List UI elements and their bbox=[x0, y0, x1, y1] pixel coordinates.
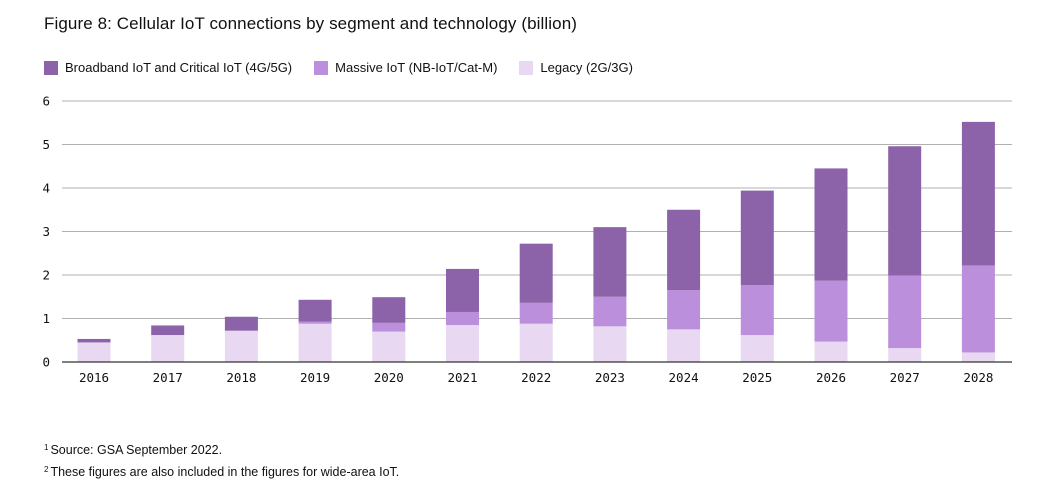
y-tick-label-6: 6 bbox=[42, 94, 50, 109]
bar-legacy-2022 bbox=[519, 323, 553, 362]
y-tick-label-5: 5 bbox=[42, 137, 50, 152]
bar-broadband-2022 bbox=[519, 243, 553, 303]
bar-massive-2024 bbox=[667, 290, 701, 330]
bar-legacy-2018 bbox=[224, 330, 258, 362]
x-tick-label-2020: 2020 bbox=[374, 370, 404, 385]
x-tick-label-2021: 2021 bbox=[447, 370, 477, 385]
bar-legacy-2021 bbox=[446, 325, 479, 362]
bar-legacy-2025 bbox=[740, 335, 774, 362]
bar-legacy-2017 bbox=[151, 335, 185, 362]
legend-swatch-broadband bbox=[44, 60, 58, 75]
footnote-text-1: Source: GSA September 2022. bbox=[50, 443, 223, 457]
x-tick-label-2019: 2019 bbox=[300, 370, 330, 385]
x-tick-label-2023: 2023 bbox=[595, 370, 625, 385]
bar-broadband-2028 bbox=[961, 121, 995, 266]
bar-legacy-2023 bbox=[593, 326, 627, 362]
bar-broadband-2025 bbox=[740, 190, 774, 286]
footnote-text-2: These figures are also included in the f… bbox=[50, 465, 400, 479]
x-tick-label-2016: 2016 bbox=[79, 370, 109, 385]
bar-broadband-2020 bbox=[372, 297, 406, 323]
bar-broadband-2018 bbox=[224, 316, 258, 331]
bar-legacy-2028 bbox=[961, 352, 995, 362]
chart-title: Figure 8: Cellular IoT connections by se… bbox=[44, 14, 578, 33]
bar-massive-2025 bbox=[740, 285, 774, 336]
bar-legacy-2020 bbox=[372, 331, 406, 362]
legend-label-legacy: Legacy (2G/3G) bbox=[540, 60, 633, 75]
bar-massive-2021 bbox=[446, 311, 479, 326]
bar-massive-2020 bbox=[372, 322, 406, 332]
y-tick-label-0: 0 bbox=[42, 355, 50, 370]
x-tick-label-2018: 2018 bbox=[226, 370, 256, 385]
y-tick-label-3: 3 bbox=[42, 224, 50, 239]
bar-massive-2028 bbox=[961, 265, 995, 353]
x-tick-label-2024: 2024 bbox=[669, 370, 699, 385]
bar-broadband-2024 bbox=[667, 209, 701, 291]
footnote-marker-1: 1 bbox=[44, 443, 49, 452]
bar-broadband-2016 bbox=[77, 338, 111, 343]
footnotes: 1 Source: GSA September 2022. 2 These figu… bbox=[44, 438, 399, 482]
bar-broadband-2017 bbox=[151, 325, 185, 336]
legend-label-massive: Massive IoT (NB-IoT/Cat-M) bbox=[335, 60, 498, 75]
bar-legacy-2026 bbox=[814, 341, 848, 362]
bar-broadband-2019 bbox=[298, 299, 332, 322]
bar-legacy-2027 bbox=[888, 348, 922, 362]
legend-label-broadband: Broadband IoT and Critical IoT (4G/5G) bbox=[65, 60, 293, 75]
x-tick-label-2028: 2028 bbox=[963, 370, 993, 385]
x-tick-label-2017: 2017 bbox=[153, 370, 183, 385]
bar-massive-2026 bbox=[814, 280, 848, 342]
x-tick-label-2022: 2022 bbox=[521, 370, 551, 385]
bar-legacy-2019 bbox=[298, 323, 332, 362]
legend-swatch-legacy bbox=[519, 60, 534, 75]
x-tick-label-2026: 2026 bbox=[816, 370, 846, 385]
footnote-1: 1 Source: GSA September 2022. bbox=[44, 438, 399, 460]
bar-legacy-2016 bbox=[77, 342, 111, 362]
legend-swatch-massive bbox=[314, 60, 329, 75]
footnote-2: 2 These figures are also included in the … bbox=[44, 460, 399, 482]
bar-legacy-2024 bbox=[667, 329, 701, 362]
y-tick-label-2: 2 bbox=[42, 268, 50, 283]
bar-massive-2023 bbox=[593, 296, 627, 327]
footnote-marker-2: 2 bbox=[44, 465, 49, 474]
legend-item-broadband: Broadband IoT and Critical IoT (4G/5G) bbox=[44, 60, 292, 75]
y-tick-label-4: 4 bbox=[42, 181, 50, 196]
bar-massive-2019 bbox=[298, 321, 332, 324]
bar-broadband-2026 bbox=[814, 168, 848, 281]
bar-broadband-2021 bbox=[446, 268, 479, 312]
y-tick-label-1: 1 bbox=[42, 311, 50, 326]
x-tick-label-2027: 2027 bbox=[890, 370, 920, 385]
bar-broadband-2023 bbox=[593, 227, 627, 297]
chart-legend: Broadband IoT and Critical IoT (4G/5G) M… bbox=[44, 60, 655, 75]
bar-massive-2022 bbox=[519, 302, 553, 324]
legend-item-legacy: Legacy (2G/3G) bbox=[519, 60, 633, 75]
x-tick-label-2025: 2025 bbox=[742, 370, 772, 385]
bar-massive-2027 bbox=[888, 275, 922, 349]
bar-broadband-2027 bbox=[888, 146, 922, 276]
legend-item-massive: Massive IoT (NB-IoT/Cat-M) bbox=[314, 60, 497, 75]
